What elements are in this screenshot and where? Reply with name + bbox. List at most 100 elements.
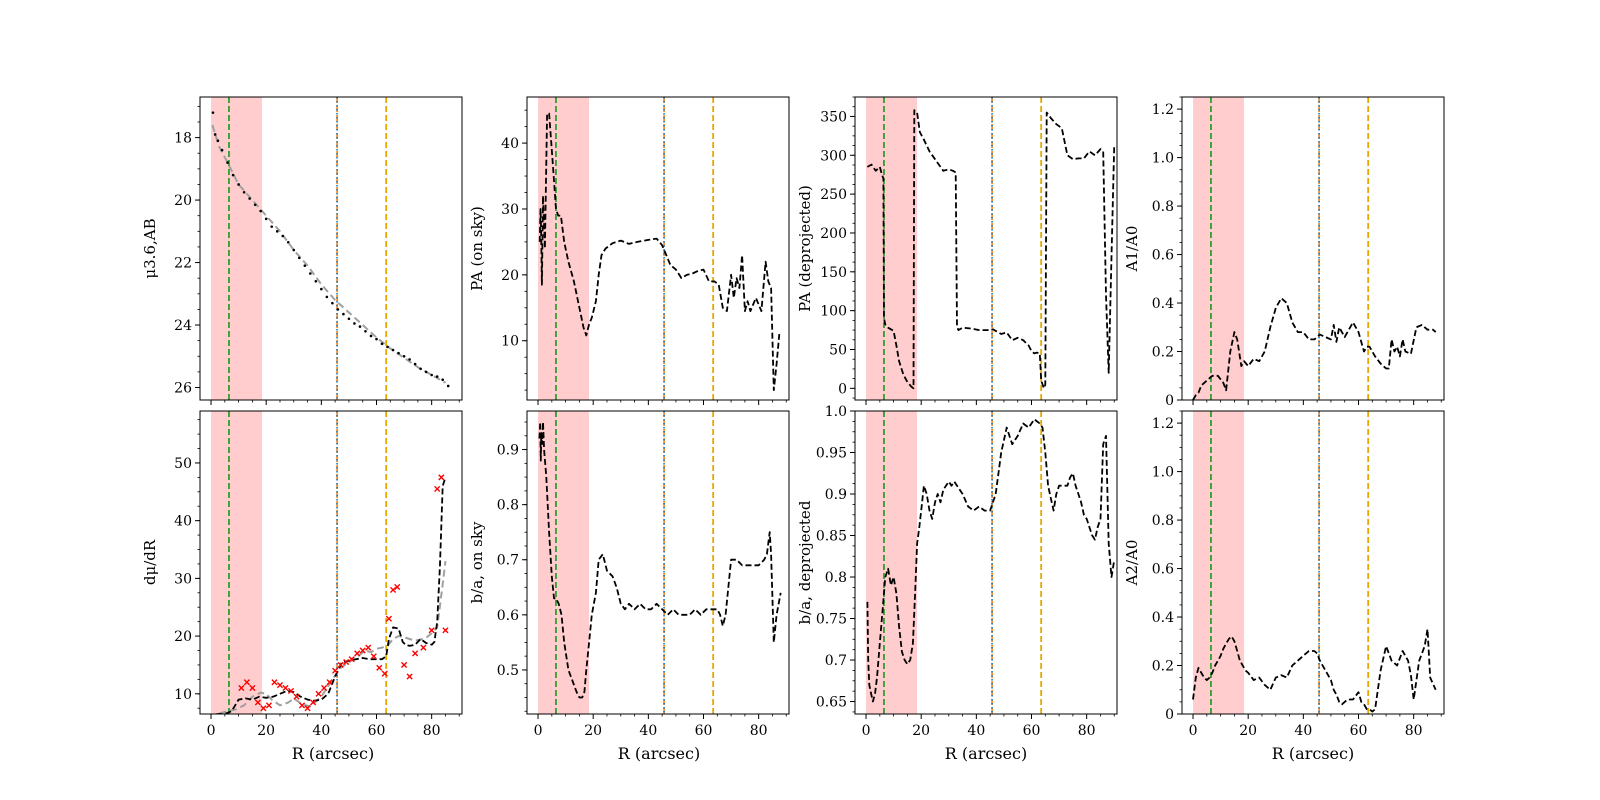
y-tick-label: 0.6 [497,608,519,624]
x-marker [238,684,245,692]
x-tick-label: 0 [207,723,216,739]
x-marker [394,583,401,591]
y-tick-label: 0.95 [816,446,847,462]
y-tick-label: 20 [501,268,519,284]
x-marker [271,679,278,686]
y-tick-label: 150 [820,265,847,281]
data-point [347,317,351,321]
data-point [402,354,406,358]
x-marker [412,650,419,657]
x-marker [381,670,388,677]
axes-frame [199,410,463,715]
plot-area-pa_sky [538,97,781,400]
y-tick-label: 0.85 [816,529,847,545]
x-tick-label: 60 [1350,723,1368,739]
x-marker [438,474,445,481]
y-axis-label: μ3.6,AB [141,218,159,278]
plot-area-a1 [1192,97,1437,400]
x-tick-label: 80 [1078,723,1096,739]
y-tick-label: 10 [174,687,192,703]
data-point [213,133,217,136]
y-tick-label: 0.75 [816,612,847,628]
x-tick-label: 0 [862,723,871,739]
data-point [375,337,378,341]
x-marker [389,586,397,594]
panel-a2: 0 20 40 60 80 0 0.2 0.4 0.6 0.8 1.0 1.2 A2/A0 [1123,410,1445,739]
x-marker [370,653,377,660]
data-point [264,217,268,221]
shaded-region [211,411,263,714]
x-tick-label: 40 [1294,723,1312,739]
y-tick-label: 40 [174,514,192,530]
y-tick-label: 0.8 [1152,513,1174,529]
x-tick-label: 80 [423,723,441,739]
shaded-region [866,411,918,714]
axes-frame [854,410,1118,715]
x-marker [254,699,262,706]
data-point [430,373,433,377]
y-tick-label: 0.2 [1152,659,1174,675]
y-tick-label: 1.0 [825,404,847,420]
data-point [353,322,356,325]
y-tick-label: 0.65 [816,695,847,711]
x-tick-label: 40 [967,723,985,739]
x-marker [406,673,413,680]
y-tick-label: 350 [820,109,847,125]
x-marker [298,702,306,709]
y-tick-label: 0.6 [1152,562,1174,578]
data-point [231,173,235,177]
shaded-region [211,97,263,400]
data-point [408,358,411,361]
y-axis-label: A1/A0 [1123,226,1141,273]
y-tick-label: 20 [174,629,192,645]
plot-area-pa_deproj [866,97,1116,400]
x-marker [287,687,295,695]
data-point [242,190,246,194]
x-marker [243,679,250,686]
y-tick-label: 26 [174,381,192,397]
y-tick-label: 50 [174,456,192,472]
x-marker [420,644,427,651]
x-marker [337,661,344,669]
series-line-0 [1192,628,1437,713]
data-point [286,240,290,244]
series-line-0 [538,421,782,699]
x-tick-label: 60 [1023,723,1041,739]
x-tick-label: 20 [584,723,602,739]
series-line-0 [866,418,1116,703]
y-tick-label: 0.7 [497,553,519,569]
y-tick-label: 0.2 [1152,345,1174,361]
x-marker [348,656,355,663]
y-axis-label: dμ/dR [141,539,159,585]
y-tick-label: 0.8 [497,498,519,514]
shaded-region [538,411,590,714]
y-axis-label: A2/A0 [1123,540,1141,587]
axes-frame [1181,96,1445,401]
y-tick-label: 24 [174,318,192,334]
data-point [397,351,400,355]
shaded-region [1193,97,1245,400]
x-marker [442,627,449,634]
plot-area-dmu [211,411,449,714]
data-point [424,370,428,374]
panel-a1: 0 0.2 0.4 0.6 0.8 1.0 1.2 A1/A0 [1123,96,1445,409]
x-marker [265,702,273,709]
y-tick-label: 20 [174,193,192,209]
data-point [259,209,262,213]
x-tick-label: 0 [1189,723,1198,739]
axes-frame [1181,410,1445,715]
y-tick-label: 0.5 [497,663,519,679]
data-point [446,384,450,388]
panel-pa_sky: 10 20 30 40 PA (on sky) [468,96,790,405]
panel-pa_deproj: 0 50 100 150 200 250 300 350 PA (deprojected) [796,96,1118,405]
x-marker [309,699,317,706]
series-line-1 [216,477,447,714]
x-axis-label-col4: R (arcsec) [1272,744,1354,763]
data-point [441,378,444,381]
x-marker [326,679,333,686]
data-point [380,342,384,346]
x-marker [376,664,383,671]
y-tick-label: 0.6 [1152,248,1174,264]
data-point [281,234,285,238]
